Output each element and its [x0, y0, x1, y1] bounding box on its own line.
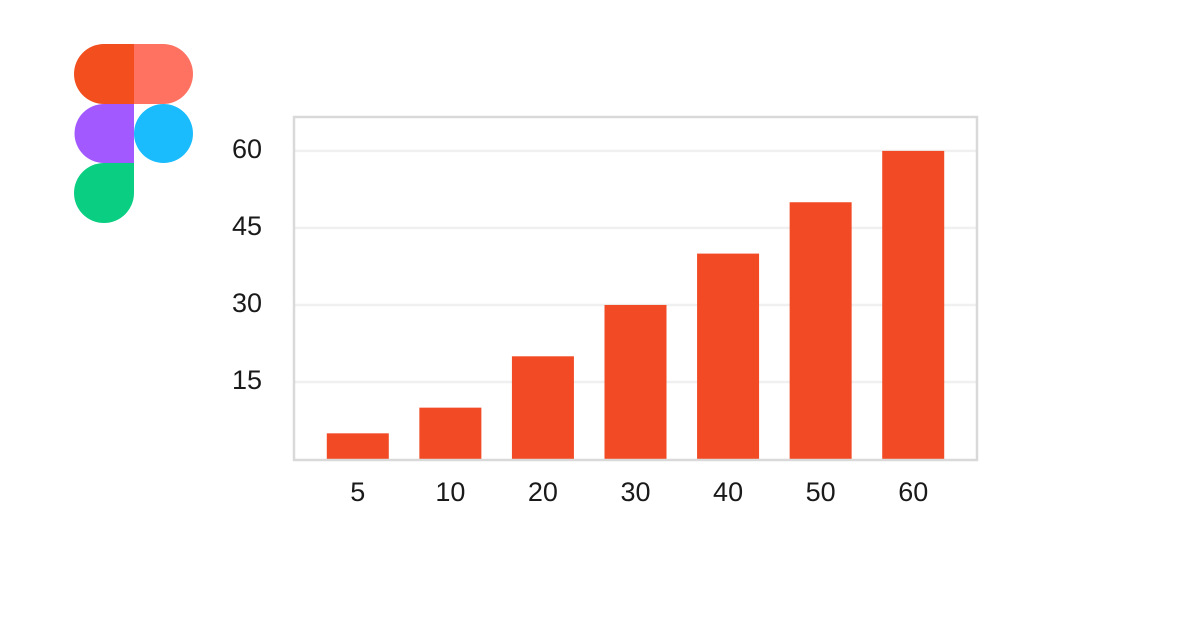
logo-part — [74, 104, 134, 163]
bar — [697, 253, 760, 459]
bar — [511, 356, 574, 459]
y-tick-label: 30 — [232, 288, 262, 318]
bar — [604, 304, 667, 459]
x-tick-label: 30 — [620, 477, 650, 507]
x-tick-label: 60 — [898, 477, 928, 507]
logo-part — [134, 44, 193, 104]
bar — [882, 150, 945, 459]
y-tick-label: 15 — [232, 365, 262, 395]
bar — [789, 202, 852, 460]
y-tick-label: 45 — [232, 211, 262, 241]
labels: 15 30 45 60 5 10 20 30 40 50 60 — [232, 134, 928, 507]
x-tick-label: 40 — [713, 477, 743, 507]
bars — [326, 150, 945, 460]
x-tick-label: 50 — [806, 477, 836, 507]
logo-part — [74, 163, 134, 223]
plot-frame — [292, 115, 979, 462]
bar — [326, 433, 389, 459]
figma-logo — [74, 44, 193, 223]
bar — [419, 407, 482, 459]
x-tick-label: 20 — [528, 477, 558, 507]
x-tick-label: 5 — [350, 477, 365, 507]
x-tick-label: 10 — [435, 477, 465, 507]
logo-part — [134, 104, 193, 163]
logo-part — [74, 44, 134, 104]
y-tick-label: 60 — [232, 134, 262, 164]
